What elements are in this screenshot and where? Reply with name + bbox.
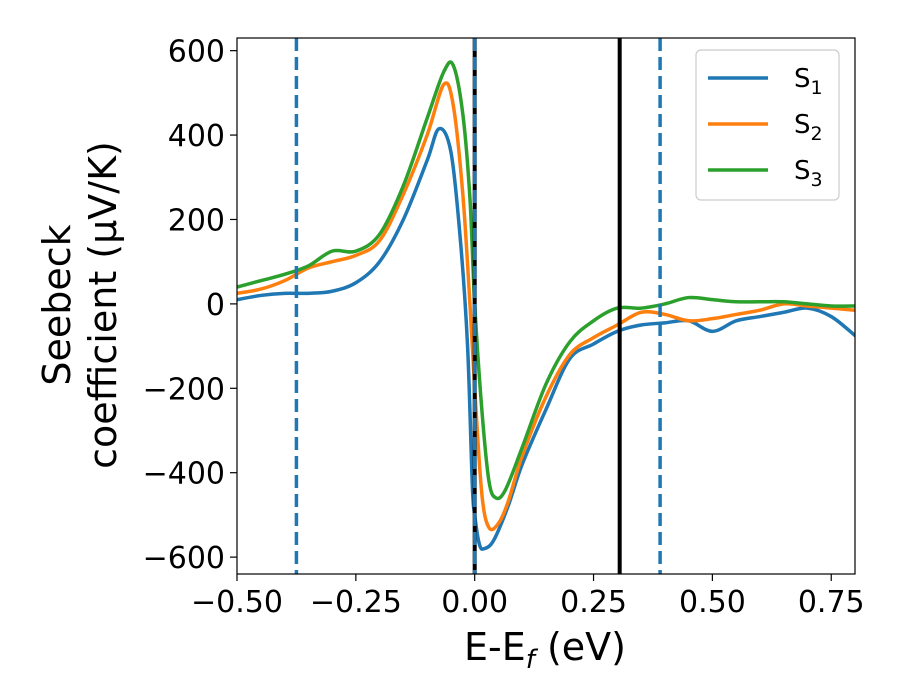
y-tick-label: 0 xyxy=(206,288,225,323)
x-axis-title: E-Ef (eV) xyxy=(464,625,626,675)
series-line-s3 xyxy=(237,60,855,501)
x-tick-label: 0.50 xyxy=(679,585,746,620)
y-tick-label: −200 xyxy=(143,372,225,407)
x-tick-label: 0.00 xyxy=(441,585,508,620)
plot-area xyxy=(237,38,855,574)
y-axis-title-line2: coefficient (μV/K) xyxy=(81,141,125,469)
plot-frame xyxy=(236,37,856,575)
y-tick-label: 600 xyxy=(168,35,225,70)
y-axis-title-line1: Seebeck xyxy=(35,224,79,385)
legend-label: S1 xyxy=(794,64,823,99)
x-axis-ticks: −0.50 −0.25 0.00 0.25 0.50 0.75 xyxy=(191,574,865,620)
y-axis-title: Seebeck coefficient (μV/K) xyxy=(35,141,125,469)
x-tick-label: 0.25 xyxy=(560,585,627,620)
x-axis-title-main: E-E xyxy=(464,625,526,669)
y-tick-label: 200 xyxy=(168,203,225,238)
y-tick-label: −400 xyxy=(143,457,225,492)
series-line-s2 xyxy=(237,81,855,532)
legend: S1 S2 S3 xyxy=(695,49,840,201)
y-tick-label: −600 xyxy=(143,541,225,576)
y-axis-ticks: −600 −400 −200 0 200 400 600 xyxy=(143,35,237,576)
series-line-s1 xyxy=(237,126,855,551)
x-tick-label: 0.75 xyxy=(798,585,865,620)
legend-label: S3 xyxy=(794,156,823,191)
legend-label: S2 xyxy=(794,110,823,145)
x-axis-title-unit: (eV) xyxy=(535,625,626,669)
y-tick-label: 400 xyxy=(168,119,225,154)
x-tick-label: −0.25 xyxy=(310,585,402,620)
x-tick-label: −0.50 xyxy=(191,585,283,620)
